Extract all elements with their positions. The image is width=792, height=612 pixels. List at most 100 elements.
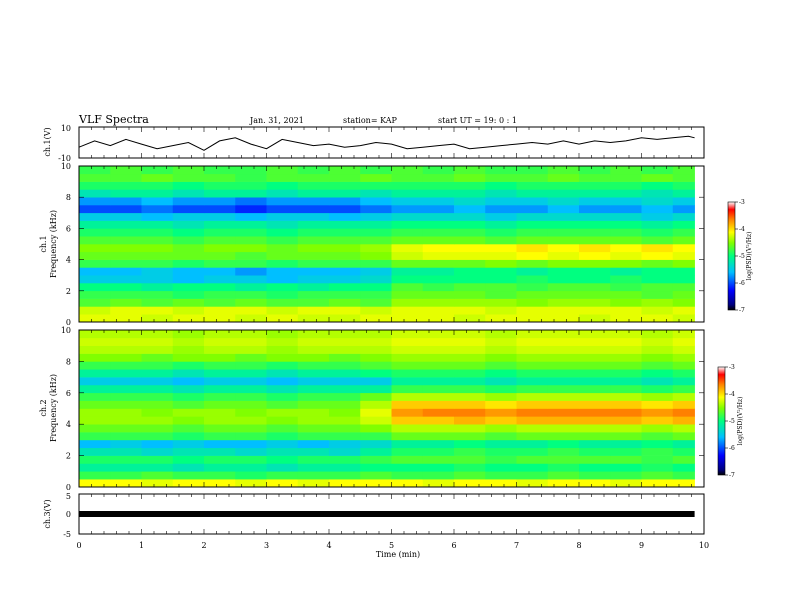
ch1-spectrogram-cell	[391, 306, 424, 315]
ch1-colorbar-tick-label: -6	[739, 280, 745, 287]
ch1-spectrogram-cell	[266, 205, 299, 214]
ch2-spectrogram-cell	[266, 455, 299, 464]
ch1-spectrogram-cell	[204, 189, 236, 198]
ch1-spectrogram-cell	[454, 275, 486, 284]
ch2-spectrogram-cell	[235, 337, 267, 346]
ch2-spectrogram-cell	[204, 361, 236, 370]
ch2-colorbar-label: log(PSD)(V²/Hz)	[737, 397, 744, 446]
ch1-spectrogram-cell	[360, 197, 392, 206]
ch2-spectrogram-cell	[485, 424, 517, 433]
ch1-spectrogram-cell	[110, 189, 142, 198]
ch2-spectrogram-cell	[297, 361, 330, 370]
ch2-spectrogram-cell	[329, 408, 361, 417]
ch2-spectrogram-cell	[579, 330, 611, 339]
ch1-spectrogram-cell	[204, 236, 236, 245]
ch2-spectrogram-cell	[204, 369, 236, 378]
ch1-spectrogram-cell	[172, 244, 205, 253]
ch2-spectrogram-cell	[579, 408, 611, 417]
ch1-spectrogram-cell	[172, 173, 205, 182]
ch1-spectrogram-cell	[360, 306, 392, 315]
ch1-spectrogram-cell	[360, 275, 392, 284]
ch2-spectrogram-cell	[610, 447, 642, 456]
ch2-spectrogram-cell	[641, 432, 674, 441]
ch2-spectrogram-cell	[110, 479, 142, 488]
ch1-spectrogram-cell	[610, 275, 642, 284]
ch2-spectrogram-cell	[672, 416, 695, 425]
ch1-spectrogram-cell	[641, 212, 674, 221]
ch1-spectrogram-cell	[235, 283, 267, 292]
station-label: station= KAP	[343, 116, 398, 125]
ch1-spectrogram-cell	[235, 251, 267, 260]
ch2-spectrogram-cell	[391, 471, 424, 480]
ch1-spectrogram-cell	[79, 189, 111, 198]
ch2-spectrogram-cell	[516, 369, 549, 378]
ch1-spectrogram-cell	[672, 189, 695, 198]
ch1-spectrogram-cell	[516, 173, 549, 182]
ch1-spectrogram-cell	[672, 283, 695, 292]
ch2-spectrogram-cell	[329, 479, 361, 488]
ch2-spectrogram-cell	[516, 416, 549, 425]
ch2-spectrogram-cell	[79, 424, 111, 433]
ch1-spectrogram-cell	[547, 314, 580, 323]
ch2-spectrogram-cell	[360, 471, 392, 480]
ch1-spectrogram-cell	[297, 228, 330, 237]
ch1-spectrogram-cell	[422, 306, 455, 315]
ch1-spectrogram-cell	[141, 244, 174, 253]
ch1-spectrogram-cell	[204, 283, 236, 292]
ch2-spectrogram-cell	[391, 479, 424, 488]
ch2-spectrogram-cell	[172, 353, 205, 362]
ch1-spectrogram-cell	[454, 166, 486, 175]
ch1-spectrogram-cell	[672, 228, 695, 237]
ch2-spectrogram-cell	[641, 361, 674, 370]
ch2-spectrogram-cell	[297, 384, 330, 394]
ch2-spectrogram-cell	[360, 463, 392, 472]
ch1-spectrogram-cell	[516, 205, 549, 214]
ch1-spectrogram-cell	[297, 181, 330, 190]
ch2-spectrogram-cell	[485, 416, 517, 425]
ch2-spectrogram-cell	[204, 416, 236, 425]
ch1-spectrogram-cell	[579, 314, 611, 323]
ch2-spectrogram-cell	[235, 432, 267, 441]
ch1-spectrogram-cell	[579, 244, 611, 253]
ch1-spectrogram-cell	[204, 306, 236, 315]
ch1-spectrogram-cell	[641, 314, 674, 323]
ch2-spectrogram-cell	[422, 384, 455, 394]
ch1-spectrogram-cell	[485, 212, 517, 221]
ch2-colorbar-tick-label: -6	[729, 445, 735, 452]
ch2-spectrogram-cell	[172, 377, 205, 386]
ch1-spectrogram-cell	[235, 306, 267, 315]
ch1-spectrogram-cell	[79, 259, 111, 268]
ch1-spectrogram-cell	[297, 259, 330, 268]
ch1-spectrogram-cell	[110, 290, 142, 299]
ch1-spectrogram-cell	[422, 181, 455, 190]
ch2-spectrogram-cell	[454, 439, 486, 449]
ch2-spectrogram-cell	[204, 400, 236, 409]
ch1-spectrogram-cell	[391, 212, 424, 221]
ch1-spectrogram-cell	[516, 197, 549, 206]
ch1-spectrogram-cell	[391, 283, 424, 292]
ch2-spectrogram-cell	[485, 455, 517, 464]
ch1-spectrogram-cell	[579, 251, 611, 260]
ch2-spectrogram-cell	[297, 439, 330, 449]
x-tick-label: 10	[699, 541, 709, 550]
ch1-spectrogram-cell	[610, 189, 642, 198]
ch1-spectrogram-cell	[141, 283, 174, 292]
date-label: Jan. 31, 2021	[249, 116, 304, 125]
ch1-series-line	[78, 135, 695, 151]
ch2-spectrogram-cell	[79, 353, 111, 362]
ch1-spectrogram-cell	[329, 259, 361, 268]
ch2-spectrogram-cell	[672, 369, 695, 378]
ch1-spectrogram-cell	[485, 228, 517, 237]
ch2-spectrogram-cell	[235, 353, 267, 362]
ch2-spectrogram-cell	[110, 424, 142, 433]
ch2-spectrogram-cell	[579, 463, 611, 472]
ch1-spectrogram-cell	[422, 236, 455, 245]
ch1-spectrogram-cell	[485, 283, 517, 292]
ch1-spectrogram-cell	[516, 244, 549, 253]
ch2-spectrogram-cell	[547, 377, 580, 386]
ch1-spectrogram-cell	[610, 166, 642, 175]
x-axis-tick-labels: 0 1 2 3 4 5 6 7 8 9 10	[76, 541, 709, 550]
ch2-spectrogram-cell	[672, 377, 695, 386]
ch1-spectrogram-cell	[672, 166, 695, 175]
ch2-spectrogram-cell	[297, 337, 330, 346]
